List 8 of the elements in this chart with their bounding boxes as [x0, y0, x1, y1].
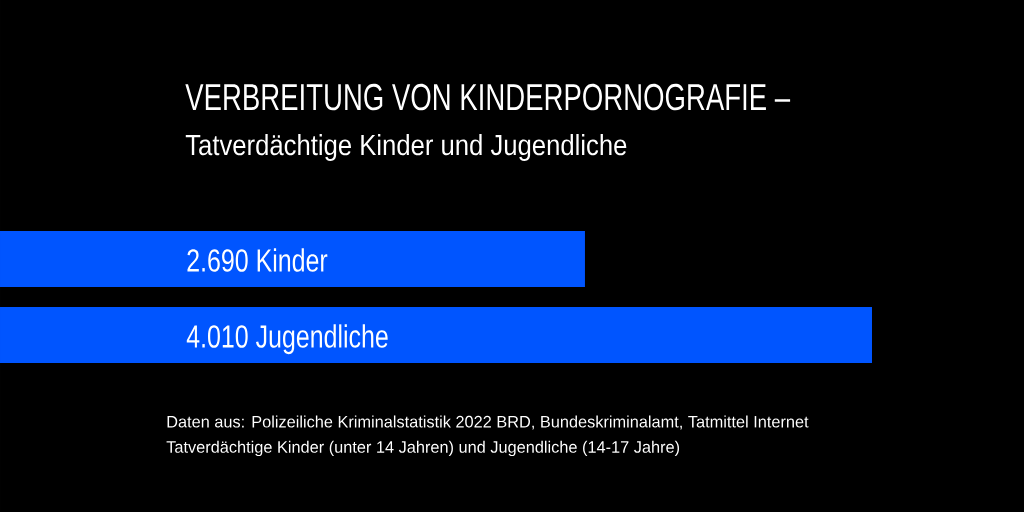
- data-label: 4.010: [186, 325, 248, 348]
- chart-title: VERBREITUNG VON KINDERPORNOGRAFIE –: [185, 83, 791, 111]
- data-label: 2.690: [187, 249, 248, 272]
- y-tick-label: Jugendliche: [255, 324, 388, 355]
- chart-subtitle: Tatverdächtige Kinder und Jugendliche: [185, 133, 627, 162]
- text: Tatverdächtige Kinder (unter 14 Jahren) und Jugendliche (14-17 Jahre): [166, 440, 680, 457]
- y-tick-label: Kinder: [257, 248, 328, 272]
- text: Daten aus: Polizeiliche Kriminalstatistik 2022 BRD, Bundeskriminalamt, Tatmittel Internet: [167, 415, 809, 430]
